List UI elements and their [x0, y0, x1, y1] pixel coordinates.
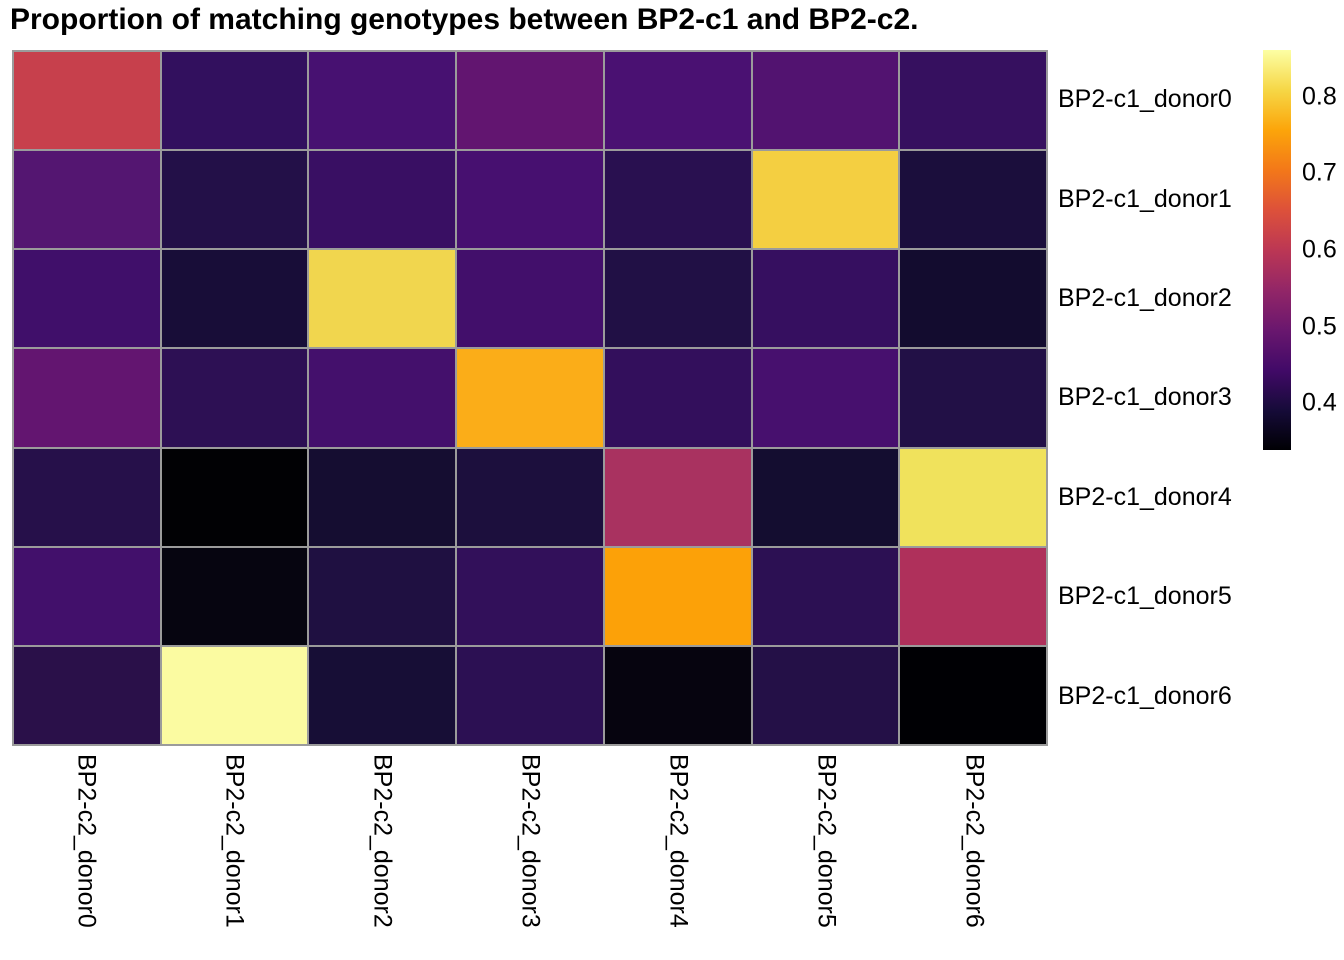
heatmap-grid: [12, 50, 1048, 746]
heatmap-cell-r3c5: [752, 349, 899, 447]
y-axis-label-3: BP2-c1_donor3: [1058, 383, 1232, 412]
x-axis-labels: BP2-c2_donor0 BP2-c2_donor1 BP2-c2_donor2 B…: [12, 754, 1048, 954]
heatmap-cell-r3c6: [900, 349, 1046, 447]
heatmap-cell-r2c5: [752, 250, 899, 348]
x-axis-label-5: BP2-c2_donor5: [812, 754, 841, 928]
y-axis-label-1: BP2-c1_donor1: [1058, 184, 1232, 213]
x-axis-label-1: BP2-c2_donor1: [220, 754, 249, 928]
y-axis-label-4: BP2-c1_donor4: [1058, 482, 1232, 511]
colorbar-tick-0.5: 0.5: [1302, 312, 1337, 341]
heatmap-cell-r0c6: [900, 52, 1046, 150]
heatmap-cell-r4c1: [161, 448, 308, 546]
heatmap-cell-r1c1: [161, 151, 308, 249]
heatmap-cell-r0c1: [161, 52, 308, 150]
y-axis-label-6: BP2-c1_donor6: [1058, 681, 1232, 710]
heatmap-cell-r6c4: [604, 646, 751, 744]
heatmap-cell-r0c5: [752, 52, 899, 150]
heatmap-cell-r2c1: [161, 250, 308, 348]
heatmap-cell-r5c2: [309, 547, 456, 645]
heatmap-cell-r1c4: [604, 151, 751, 249]
colorbar-tick-0.8: 0.8: [1302, 82, 1337, 111]
heatmap-cell-r5c6: [900, 547, 1046, 645]
heatmap-cell-r4c6: [900, 448, 1046, 546]
heatmap-cell-r0c3: [457, 52, 603, 150]
heatmap-cell-r1c2: [309, 151, 456, 249]
heatmap-cell-r1c6: [900, 151, 1046, 249]
heatmap-cell-r3c2: [309, 349, 456, 447]
heatmap-cell-r6c0: [14, 646, 160, 744]
heatmap-cell-r4c5: [752, 448, 899, 546]
x-axis-label-4: BP2-c2_donor4: [664, 754, 693, 928]
heatmap-cell-r5c4: [604, 547, 751, 645]
colorbar-tick-0.4: 0.4: [1302, 388, 1337, 417]
heatmap-cell-r5c0: [14, 547, 160, 645]
heatmap-cell-r3c4: [604, 349, 751, 447]
heatmap-cell-r6c1: [161, 646, 308, 744]
x-axis-label-0: BP2-c2_donor0: [72, 754, 101, 928]
y-axis-label-2: BP2-c1_donor2: [1058, 284, 1232, 313]
x-axis-label-6: BP2-c2_donor6: [960, 754, 989, 928]
heatmap-cell-r4c3: [457, 448, 603, 546]
heatmap-cell-r2c4: [604, 250, 751, 348]
heatmap-cell-r0c4: [604, 52, 751, 150]
y-axis-labels: BP2-c1_donor0 BP2-c1_donor1 BP2-c1_donor2 B…: [1058, 50, 1258, 746]
x-axis-label-2: BP2-c2_donor2: [368, 754, 397, 928]
heatmap-cell-r4c2: [309, 448, 456, 546]
heatmap-cell-r3c1: [161, 349, 308, 447]
colorbar-tick-0.7: 0.7: [1302, 158, 1337, 187]
heatmap-cell-r2c6: [900, 250, 1046, 348]
colorbar-tick-0.6: 0.6: [1302, 235, 1337, 264]
heatmap-cell-r5c1: [161, 547, 308, 645]
heatmap-cell-r1c5: [752, 151, 899, 249]
chart-title: Proportion of matching genotypes between…: [10, 3, 919, 36]
heatmap-cell-r2c2: [309, 250, 456, 348]
heatmap-cell-r6c6: [900, 646, 1046, 744]
heatmap-cell-r6c2: [309, 646, 456, 744]
heatmap-cell-r0c0: [14, 52, 160, 150]
heatmap-cell-r0c2: [309, 52, 456, 150]
heatmap-cell-r5c5: [752, 547, 899, 645]
heatmap-cell-r1c3: [457, 151, 603, 249]
y-axis-label-5: BP2-c1_donor5: [1058, 582, 1232, 611]
heatmap-cell-r6c3: [457, 646, 603, 744]
heatmap-cell-r6c5: [752, 646, 899, 744]
colorbar-gradient: [1263, 50, 1291, 450]
heatmap-cell-r3c0: [14, 349, 160, 447]
y-axis-label-0: BP2-c1_donor0: [1058, 85, 1232, 114]
heatmap-cell-r3c3: [457, 349, 603, 447]
heatmap-cell-r2c0: [14, 250, 160, 348]
heatmap-cell-r1c0: [14, 151, 160, 249]
heatmap-cell-r2c3: [457, 250, 603, 348]
heatmap-cell-r4c0: [14, 448, 160, 546]
x-axis-label-3: BP2-c2_donor3: [516, 754, 545, 928]
heatmap-cell-r4c4: [604, 448, 751, 546]
heatmap-cell-r5c3: [457, 547, 603, 645]
